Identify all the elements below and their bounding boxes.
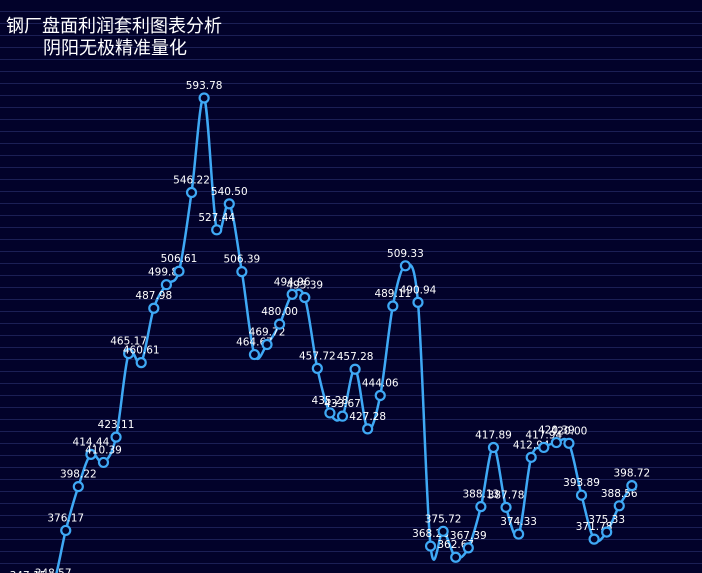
data-label: 487.98 <box>135 290 172 302</box>
data-label: 509.33 <box>387 248 424 260</box>
data-label: 420.39 <box>538 425 575 437</box>
point <box>349 363 361 375</box>
data-label: 460.61 <box>123 345 160 357</box>
data-label: 367.39 <box>450 530 487 542</box>
data-label: 348.57 <box>35 567 72 573</box>
point <box>148 302 160 314</box>
data-label: 489.11 <box>374 288 411 300</box>
point <box>261 338 273 351</box>
chart-subtitle: 阴阳无极精准量化 <box>43 38 187 59</box>
data-label: 540.50 <box>211 186 248 198</box>
data-label: 375.33 <box>588 514 625 526</box>
point <box>236 266 248 278</box>
data-label: 388.13 <box>463 489 500 501</box>
data-label: 423.11 <box>98 419 135 431</box>
data-label: 388.56 <box>601 488 638 500</box>
point <box>525 451 537 463</box>
data-label: 433.67 <box>324 398 361 410</box>
point <box>601 526 613 538</box>
data-label: 417.89 <box>475 430 512 442</box>
point <box>550 436 562 449</box>
data-label: 469.72 <box>249 327 286 339</box>
point <box>198 92 210 104</box>
data-label: 387.78 <box>488 489 525 501</box>
chart-title: 钢厂盘面利润套利图表分析 <box>6 16 222 37</box>
point <box>513 528 525 540</box>
point <box>588 533 600 545</box>
point <box>97 456 110 469</box>
data-label: 593.78 <box>186 80 223 92</box>
point <box>85 448 97 460</box>
data-label: 420.00 <box>551 425 588 437</box>
point <box>374 389 386 402</box>
point <box>487 441 500 454</box>
data-label: 435.28 <box>312 395 349 407</box>
point <box>160 279 172 291</box>
data-label: 414.44 <box>73 436 110 448</box>
point <box>613 500 625 512</box>
point <box>72 481 84 493</box>
point <box>387 300 399 312</box>
data-label: 457.72 <box>299 350 336 362</box>
data-label: 398.22 <box>60 469 97 481</box>
point <box>475 501 487 513</box>
point <box>223 198 235 210</box>
point <box>123 347 135 360</box>
point <box>211 224 223 236</box>
point <box>60 524 72 537</box>
data-label: 427.28 <box>349 411 386 423</box>
data-label: 410.39 <box>85 444 122 456</box>
point <box>135 357 147 369</box>
data-label: 444.06 <box>362 378 399 390</box>
data-label: 480.00 <box>261 306 298 318</box>
point <box>185 186 198 199</box>
point <box>500 501 512 513</box>
point <box>399 260 411 272</box>
point <box>362 423 374 435</box>
point <box>248 348 261 361</box>
point <box>336 410 349 422</box>
data-label: 374.33 <box>500 516 537 528</box>
data-label: 393.89 <box>563 477 600 489</box>
data-label: 398.72 <box>613 468 650 480</box>
point <box>563 437 575 449</box>
data-label: 494.96 <box>274 276 311 288</box>
point <box>173 265 185 277</box>
data-label: 527.44 <box>198 212 235 224</box>
point <box>110 431 122 443</box>
point <box>575 489 588 501</box>
data-label: 376.17 <box>47 512 84 524</box>
point <box>626 480 638 492</box>
point <box>462 542 474 554</box>
data-label: 506.61 <box>161 253 198 265</box>
point <box>412 296 424 308</box>
point <box>324 407 336 419</box>
data-label: 546.22 <box>173 175 210 187</box>
point <box>274 318 286 330</box>
data-label: 347.15 <box>10 570 47 573</box>
data-label: 493.39 <box>286 279 323 291</box>
point <box>450 551 462 563</box>
point <box>286 288 298 300</box>
point <box>424 540 437 552</box>
data-label: 375.72 <box>425 513 462 525</box>
data-label: 490.94 <box>400 284 437 296</box>
point <box>299 291 311 304</box>
data-label: 457.28 <box>337 351 374 363</box>
point <box>538 441 550 454</box>
point <box>311 362 323 374</box>
point <box>437 525 449 537</box>
data-label: 506.39 <box>223 254 260 266</box>
data-label: 465.17 <box>110 336 147 348</box>
